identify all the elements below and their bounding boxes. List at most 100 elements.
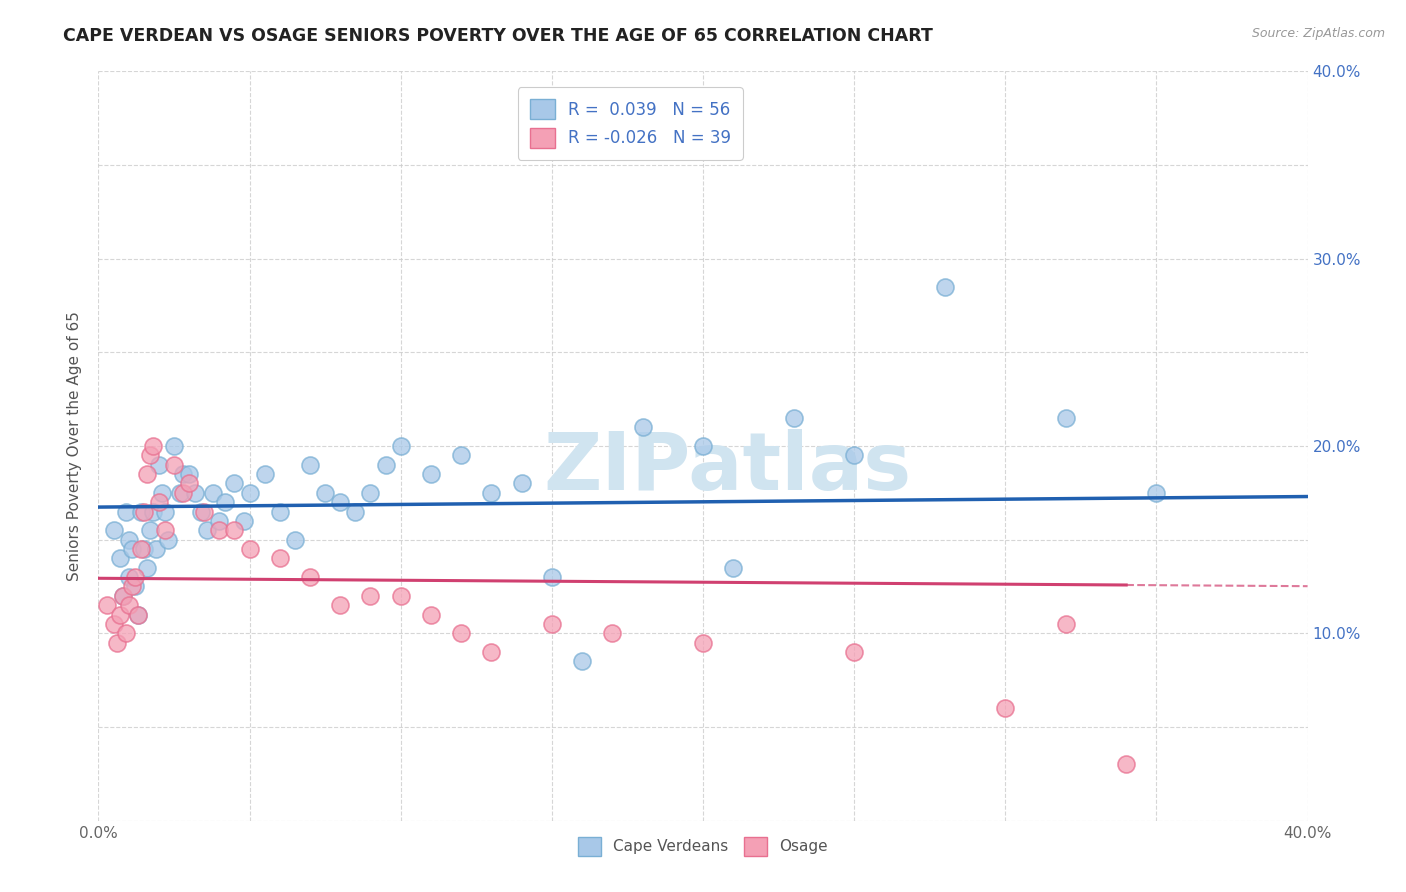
Point [153, 524, 176, 538]
Point [132, 542, 155, 557]
Point [389, 439, 412, 453]
Point [111, 589, 134, 603]
Text: ZIPatlas: ZIPatlas [543, 429, 911, 508]
Point [329, 495, 352, 509]
Point [148, 495, 170, 509]
Point [510, 476, 533, 491]
Point [129, 542, 152, 557]
Point [114, 505, 136, 519]
Point [994, 701, 1017, 715]
Point [184, 486, 207, 500]
Point [103, 524, 125, 538]
Point [148, 458, 170, 472]
Point [934, 280, 956, 294]
Point [193, 505, 215, 519]
Point [344, 505, 367, 519]
Point [127, 607, 149, 622]
Text: CAPE VERDEAN VS OSAGE SENIORS POVERTY OVER THE AGE OF 65 CORRELATION CHART: CAPE VERDEAN VS OSAGE SENIORS POVERTY OV… [63, 27, 934, 45]
Point [153, 505, 176, 519]
Point [299, 458, 322, 472]
Point [124, 570, 146, 584]
Point [253, 467, 276, 482]
Point [1144, 486, 1167, 500]
Point [103, 617, 125, 632]
Point [195, 524, 218, 538]
Point [214, 495, 236, 509]
Point [135, 467, 157, 482]
Point [450, 449, 472, 463]
Point [844, 449, 866, 463]
Y-axis label: Seniors Poverty Over the Age of 65: Seniors Poverty Over the Age of 65 [67, 311, 83, 581]
Point [1054, 617, 1077, 632]
Point [571, 655, 593, 669]
Point [360, 486, 382, 500]
Point [105, 635, 128, 649]
Point [190, 505, 212, 519]
Point [150, 486, 173, 500]
Point [420, 467, 443, 482]
Point [208, 514, 231, 528]
Point [142, 505, 165, 519]
Point [239, 542, 262, 557]
Point [139, 449, 162, 463]
Point [232, 514, 254, 528]
Point [299, 570, 322, 584]
Point [360, 589, 382, 603]
Point [224, 476, 246, 491]
Point [132, 505, 155, 519]
Point [844, 645, 866, 659]
Point [108, 607, 131, 622]
Point [208, 524, 231, 538]
Point [239, 486, 262, 500]
Point [374, 458, 396, 472]
Point [1115, 757, 1137, 772]
Point [269, 505, 291, 519]
Point [540, 570, 562, 584]
Point [129, 505, 152, 519]
Point [692, 635, 714, 649]
Point [145, 542, 167, 557]
Point [163, 458, 186, 472]
Point [108, 551, 131, 566]
Point [692, 439, 714, 453]
Point [118, 533, 141, 547]
Point [389, 589, 412, 603]
Point [450, 626, 472, 640]
Legend: Cape Verdeans, Osage: Cape Verdeans, Osage [572, 830, 834, 862]
Point [172, 467, 194, 482]
Point [169, 486, 191, 500]
Point [284, 533, 307, 547]
Point [329, 599, 352, 613]
Point [135, 561, 157, 575]
Point [121, 542, 143, 557]
Point [602, 626, 624, 640]
Point [172, 486, 194, 500]
Point [121, 580, 143, 594]
Point [314, 486, 336, 500]
Point [224, 524, 246, 538]
Point [118, 599, 141, 613]
Point [127, 607, 149, 622]
Point [142, 439, 165, 453]
Point [139, 524, 162, 538]
Point [118, 570, 141, 584]
Point [540, 617, 562, 632]
Point [163, 439, 186, 453]
Point [481, 645, 503, 659]
Point [179, 476, 201, 491]
Point [631, 420, 654, 434]
Point [124, 580, 146, 594]
Point [1054, 411, 1077, 425]
Point [156, 533, 179, 547]
Point [420, 607, 443, 622]
Point [723, 561, 745, 575]
Point [114, 626, 136, 640]
Point [179, 467, 201, 482]
Point [202, 486, 225, 500]
Point [481, 486, 503, 500]
Point [96, 599, 118, 613]
Point [783, 411, 806, 425]
Point [111, 589, 134, 603]
Text: Source: ZipAtlas.com: Source: ZipAtlas.com [1251, 27, 1385, 40]
Point [269, 551, 291, 566]
